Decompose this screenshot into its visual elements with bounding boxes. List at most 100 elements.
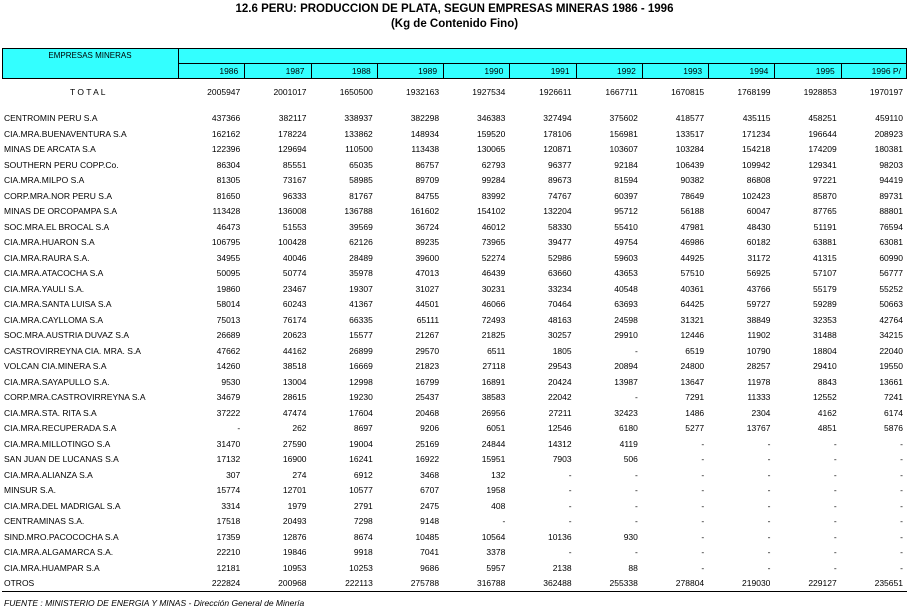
cell: 278804 bbox=[675, 578, 705, 588]
cell: 46066 bbox=[481, 299, 506, 309]
cell: 103607 bbox=[609, 144, 638, 154]
cell: 27590 bbox=[282, 438, 307, 449]
cell: 22210 bbox=[216, 547, 241, 557]
cell: 20493 bbox=[282, 516, 307, 526]
cell: 62126 bbox=[349, 237, 373, 247]
cell: 55179 bbox=[813, 283, 837, 294]
cell: 435115 bbox=[742, 113, 771, 123]
row-label: CIA.MRA.MILLOTINGO S.A bbox=[4, 438, 111, 449]
row-label: MINAS DE ORCOPAMPA S.A bbox=[4, 206, 118, 216]
cell: 21823 bbox=[415, 361, 440, 371]
cell: 99284 bbox=[481, 175, 506, 185]
cell: - bbox=[635, 500, 638, 511]
cell: 43653 bbox=[614, 268, 638, 278]
cell: 51191 bbox=[813, 221, 837, 232]
row-label: CORP.MRA.NOR PERU S.A bbox=[4, 190, 113, 201]
cell: 5957 bbox=[486, 562, 506, 573]
cell: 2475 bbox=[420, 500, 440, 511]
cell: 1805 bbox=[552, 345, 572, 356]
year-header: 1991 bbox=[550, 66, 570, 76]
cell: 42764 bbox=[879, 314, 903, 325]
rule bbox=[2, 591, 907, 592]
cell: 4119 bbox=[619, 438, 638, 449]
cell: 129694 bbox=[278, 144, 307, 154]
cell: 16891 bbox=[481, 376, 506, 387]
cell: 148934 bbox=[410, 128, 440, 139]
cell: 7903 bbox=[552, 454, 572, 464]
cell: 20468 bbox=[415, 407, 440, 418]
cell: 89731 bbox=[879, 190, 903, 201]
cell: 437366 bbox=[211, 113, 241, 123]
cell: 171234 bbox=[742, 128, 771, 139]
cell: 57107 bbox=[813, 268, 837, 278]
cell: 27118 bbox=[482, 361, 506, 371]
cell: 255338 bbox=[609, 578, 638, 588]
cell: 84755 bbox=[415, 190, 440, 201]
cell: 7298 bbox=[353, 516, 373, 526]
cell: - bbox=[701, 547, 705, 557]
cell: 6511 bbox=[487, 345, 506, 356]
cell: - bbox=[767, 438, 771, 449]
cell: 178106 bbox=[543, 128, 572, 139]
cell: - bbox=[900, 469, 903, 480]
cell: 162162 bbox=[211, 128, 241, 139]
row-label: SAN JUAN DE LUCANAS S.A bbox=[4, 454, 119, 464]
cell: 930 bbox=[623, 531, 638, 542]
cell: 86304 bbox=[216, 159, 241, 170]
cell: 88 bbox=[628, 562, 638, 573]
cell: 2005947 bbox=[207, 87, 241, 97]
cell: - bbox=[568, 485, 572, 495]
year-header: 1992 bbox=[616, 66, 636, 76]
cell: 200968 bbox=[278, 578, 307, 588]
row-label: MINSUR S.A. bbox=[4, 485, 56, 495]
cell: 327494 bbox=[543, 113, 572, 123]
cell: - bbox=[568, 500, 572, 511]
cell: 362488 bbox=[543, 578, 572, 588]
cell: 32423 bbox=[614, 407, 638, 418]
row-label: CENTROMIN PERU S.A bbox=[4, 113, 98, 123]
cell: 60182 bbox=[746, 237, 771, 247]
cell: 1958 bbox=[486, 485, 506, 495]
row-label: CIA.MRA.ATACOCHA S.A bbox=[4, 268, 104, 278]
cell: 1768199 bbox=[737, 87, 771, 97]
cell: 1927534 bbox=[472, 87, 506, 97]
cell: 34215 bbox=[879, 330, 903, 340]
cell: 382117 bbox=[278, 113, 307, 123]
row-label: SIND.MRO.PACOCOCHA S.A bbox=[4, 531, 119, 542]
cell: 9686 bbox=[420, 562, 440, 573]
cell: - bbox=[833, 516, 837, 526]
cell: - bbox=[635, 345, 638, 356]
cell: - bbox=[635, 516, 638, 526]
cell: 6174 bbox=[884, 407, 903, 418]
cell: 60243 bbox=[282, 299, 307, 309]
cell: 81650 bbox=[216, 190, 241, 201]
cell: 11333 bbox=[747, 392, 771, 402]
cell: 28257 bbox=[746, 361, 771, 371]
row-label: CORP.MRA.CASTROVIRREYNA S.A bbox=[4, 392, 146, 402]
cell: 38518 bbox=[282, 361, 307, 371]
cell: 19307 bbox=[349, 283, 373, 294]
cell: - bbox=[833, 438, 837, 449]
cell: 408 bbox=[491, 500, 506, 511]
cell: 382298 bbox=[410, 113, 440, 123]
rule bbox=[774, 63, 776, 78]
cell: 375602 bbox=[609, 113, 638, 123]
cell: 34679 bbox=[216, 392, 241, 402]
cell: 7241 bbox=[884, 392, 903, 402]
cell: 6912 bbox=[353, 469, 373, 480]
cell: 12998 bbox=[349, 376, 373, 387]
cell: 129341 bbox=[808, 159, 837, 170]
cell: - bbox=[635, 485, 638, 495]
cell: 2304 bbox=[751, 407, 771, 418]
cell: 458251 bbox=[808, 113, 837, 123]
cell: 21825 bbox=[481, 330, 506, 340]
column-header: EMPRESAS MINERAS bbox=[48, 51, 132, 60]
cell: - bbox=[635, 469, 638, 480]
cell: 110500 bbox=[345, 144, 373, 154]
row-label: CIA.MRA.RAURA S.A. bbox=[4, 252, 90, 263]
row-label: SOC.MRA.EL BROCAL S.A bbox=[4, 221, 110, 232]
cell: 10564 bbox=[481, 531, 506, 542]
cell: - bbox=[701, 500, 705, 511]
cell: 19846 bbox=[282, 547, 307, 557]
cell: 6051 bbox=[486, 423, 506, 433]
